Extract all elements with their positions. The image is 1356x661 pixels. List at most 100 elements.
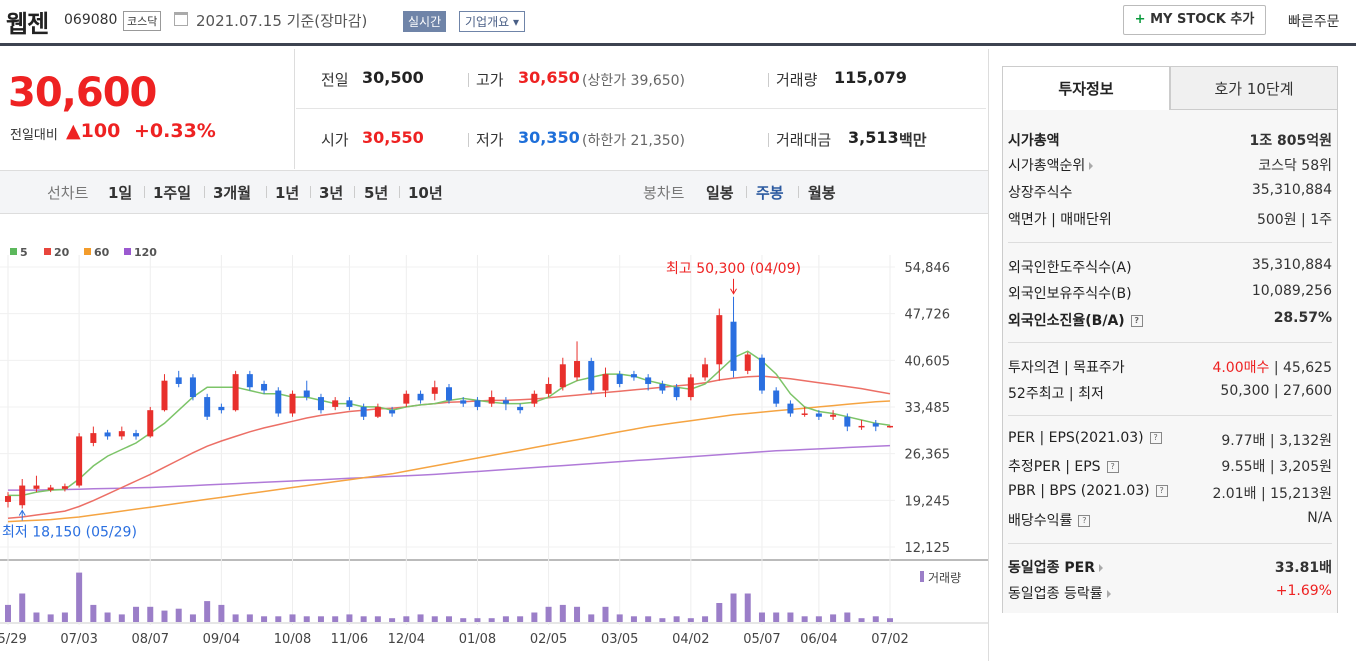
row-label[interactable]: 동일업종 등락률: [1008, 583, 1111, 603]
candle-daily[interactable]: 일봉: [706, 184, 734, 202]
row-value: 1조 805억원: [1249, 133, 1332, 149]
volume-bar: [787, 612, 794, 622]
x-tick-label: 06/04: [800, 632, 837, 647]
legend-label: 60: [94, 246, 110, 259]
low-value: 30,350: [518, 128, 580, 147]
volume-bar: [702, 616, 709, 622]
help-icon[interactable]: ?: [1155, 485, 1168, 497]
volume-bar: [887, 618, 893, 622]
tab-hoga-10[interactable]: 호가 10단계: [1170, 66, 1338, 110]
row-label: 시가총액: [1008, 133, 1060, 149]
volume-bar: [104, 612, 111, 622]
candle-weekly[interactable]: 주봉: [756, 184, 784, 202]
row-value: 35,310,884: [1251, 257, 1332, 273]
volume-bar: [431, 616, 438, 622]
legend-swatch: [10, 248, 17, 255]
candle-body: [403, 393, 410, 404]
x-tick-label: 05/07: [743, 632, 780, 647]
volume-bar: [246, 614, 253, 622]
row-value: N/A: [1307, 510, 1332, 526]
legend-swatch: [124, 248, 131, 255]
volume-bar: [61, 612, 68, 622]
y-tick-label: 12,125: [905, 541, 951, 556]
change-amount: 100: [80, 120, 121, 142]
change-value: ▲100: [66, 120, 120, 142]
divider: [746, 186, 747, 198]
row-label: 액면가 | 매매단위: [1008, 212, 1112, 228]
period-5y[interactable]: 5년: [364, 184, 389, 202]
candle-body: [858, 425, 865, 428]
row-label[interactable]: 동일업종 PER: [1008, 557, 1103, 577]
legend-swatch: [44, 248, 51, 255]
tab-invest-info[interactable]: 투자정보: [1002, 66, 1170, 110]
panel-divider: [1008, 342, 1332, 343]
period-10y[interactable]: 10년: [408, 184, 443, 202]
row-label: 외국인소진율(B/A)?: [1008, 310, 1143, 330]
period-1w[interactable]: 1주일: [153, 184, 192, 202]
date-text: 2021.07.15 기준(장마감): [196, 12, 368, 30]
divider: [768, 73, 769, 87]
row-label[interactable]: 시가총액순위: [1008, 155, 1094, 175]
help-icon[interactable]: ?: [1106, 461, 1119, 473]
price-chart[interactable]: 05/29 07/03 08/07 09/04 10/08 11/06 12/04 01/08…: [0, 215, 988, 661]
row-label: 배당수익률?: [1008, 510, 1091, 530]
my-stock-add-button[interactable]: + MY STOCK 추가: [1123, 5, 1266, 35]
realtime-button[interactable]: 실시간: [403, 11, 447, 32]
arrow-right-icon: [1099, 564, 1103, 572]
candle-body: [303, 390, 310, 398]
invest-info-row: 동일업종 등락률 +1.69%: [1008, 581, 1332, 605]
moving-average-ma120: [8, 444, 891, 491]
x-tick-label: 04/02: [672, 632, 709, 647]
candle-chart-label: 봉차트: [643, 184, 685, 202]
help-icon[interactable]: ?: [1130, 315, 1143, 327]
row-value: 4.00매수 | 45,625: [1212, 360, 1332, 376]
calendar-icon: [174, 12, 188, 26]
candle-monthly[interactable]: 월봉: [808, 184, 836, 202]
volume-bar: [218, 604, 225, 622]
invest-info-row: 동일업종 PER 33.81배: [1008, 555, 1332, 579]
invest-info-row: 52주최고 | 최저 50,300 | 27,600: [1008, 381, 1332, 405]
row-label: 외국인보유주식수(B): [1008, 286, 1132, 302]
candle-body: [460, 400, 467, 404]
x-tick-label: 02/05: [530, 632, 567, 647]
volume-bar: [574, 606, 581, 622]
volume-bar: [488, 618, 495, 622]
candle-body: [289, 393, 296, 414]
row-label: 추정PER | EPS?: [1008, 456, 1119, 476]
period-1d[interactable]: 1일: [108, 184, 133, 202]
candle-body: [47, 487, 54, 491]
lower-limit: (하한가 21,350): [582, 133, 686, 149]
x-tick-label: 01/08: [459, 632, 496, 647]
candle-body: [602, 374, 609, 391]
company-overview-button[interactable]: 기업개요 ▾: [459, 11, 525, 32]
x-tick-label: 11/06: [331, 632, 368, 647]
x-tick-label: 09/04: [203, 632, 240, 647]
arrow-right-icon: [1089, 162, 1094, 170]
volume-bar: [446, 616, 452, 622]
candle-body: [758, 357, 765, 391]
legend-label: 5: [20, 246, 28, 259]
candle-body: [488, 397, 495, 404]
candle-body: [218, 406, 225, 411]
volume-bar: [616, 614, 623, 622]
candle-body: [815, 413, 822, 417]
volume-bar: [389, 618, 396, 622]
high-annotation: 최고 50,300 (04/09): [666, 261, 801, 277]
volume-bar: [673, 616, 680, 622]
quick-order-link[interactable]: 빠른주문: [1288, 14, 1340, 30]
row-value: 28.57%: [1273, 310, 1332, 326]
period-1y[interactable]: 1년: [275, 184, 300, 202]
candle-body: [275, 390, 282, 414]
invest-info-row: 투자의견 | 목표주가 4.00매수 | 45,625: [1008, 355, 1332, 379]
period-3y[interactable]: 3년: [319, 184, 344, 202]
x-tick-label: 07/03: [60, 632, 97, 647]
help-icon[interactable]: ?: [1149, 432, 1162, 444]
help-icon[interactable]: ?: [1078, 515, 1091, 527]
candle-body: [659, 383, 666, 391]
legend-label: 120: [134, 246, 157, 259]
period-3m[interactable]: 3개월: [213, 184, 252, 202]
volume-bar: [275, 616, 282, 622]
candle-body: [559, 364, 566, 388]
candle-body: [431, 387, 438, 394]
volume-bar: [630, 616, 637, 622]
